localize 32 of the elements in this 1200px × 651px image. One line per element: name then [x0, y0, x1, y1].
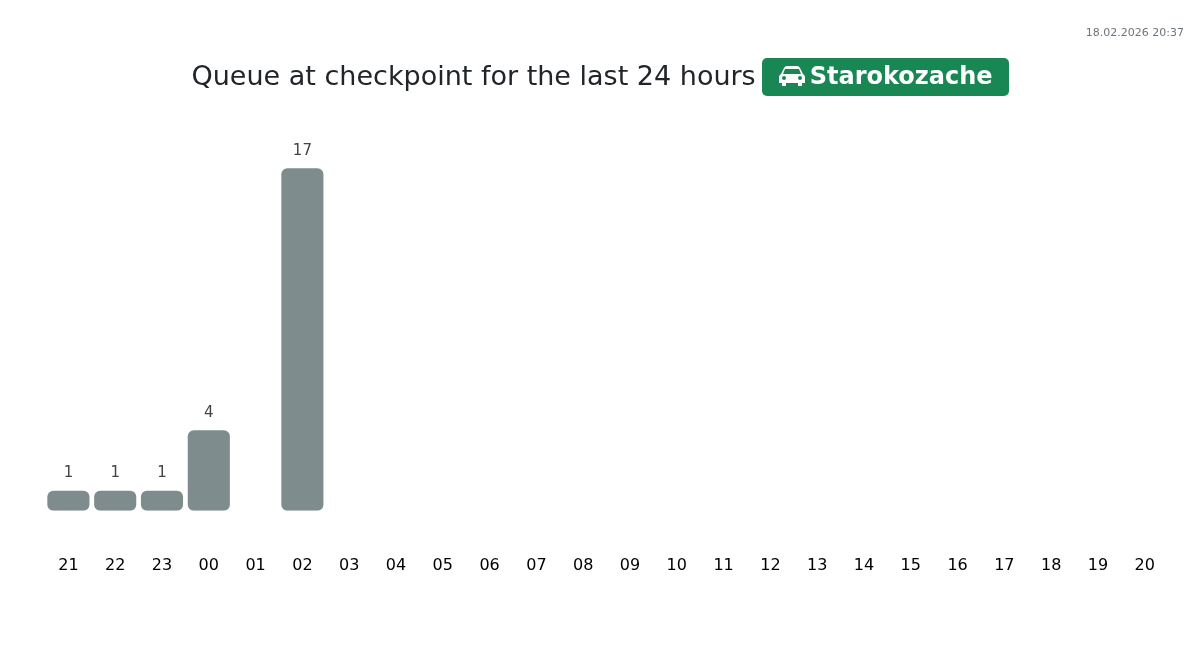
x-tick-label: 10: [666, 554, 687, 574]
data-label: 17: [292, 140, 312, 159]
x-tick-label: 12: [760, 554, 781, 574]
chart-title: Queue at checkpoint for the last 24 hours: [191, 59, 756, 91]
x-tick-label: 08: [573, 554, 594, 574]
x-tick-label: 21: [58, 554, 79, 574]
x-tick-label: 18: [1040, 554, 1062, 574]
x-tick-label: 01: [245, 554, 266, 574]
x-tick-label: 20: [1134, 554, 1155, 574]
text: 18.02.2026 20:37: [1085, 26, 1184, 39]
x-tick-label: 19: [1087, 554, 1109, 574]
x-tick-label: 23: [151, 554, 173, 574]
x-tick-label: 00: [198, 554, 219, 574]
x-tick-label: 03: [339, 554, 360, 574]
x-tick-label: 07: [526, 554, 547, 574]
chart-subtitle: Starokozache: [809, 62, 993, 90]
x-tick-label: 13: [806, 554, 828, 574]
x-tick-label: 16: [947, 554, 968, 574]
data-label: 1: [157, 463, 167, 482]
x-tick-label: 09: [619, 554, 641, 574]
x-tick-label: 06: [479, 554, 500, 574]
x-tick-label: 04: [385, 554, 407, 574]
x-tick-label: 22: [105, 554, 126, 574]
data-label: 1: [110, 463, 120, 482]
x-tick-label: 17: [994, 554, 1015, 574]
x-tick-label: 14: [853, 554, 875, 574]
x-tick-label: 11: [713, 554, 734, 574]
x-tick-label: 05: [432, 554, 453, 574]
x-tick-label: 02: [292, 554, 313, 574]
data-label: 4: [204, 402, 214, 421]
x-tick-label: 15: [900, 554, 921, 574]
data-label: 1: [63, 463, 74, 482]
